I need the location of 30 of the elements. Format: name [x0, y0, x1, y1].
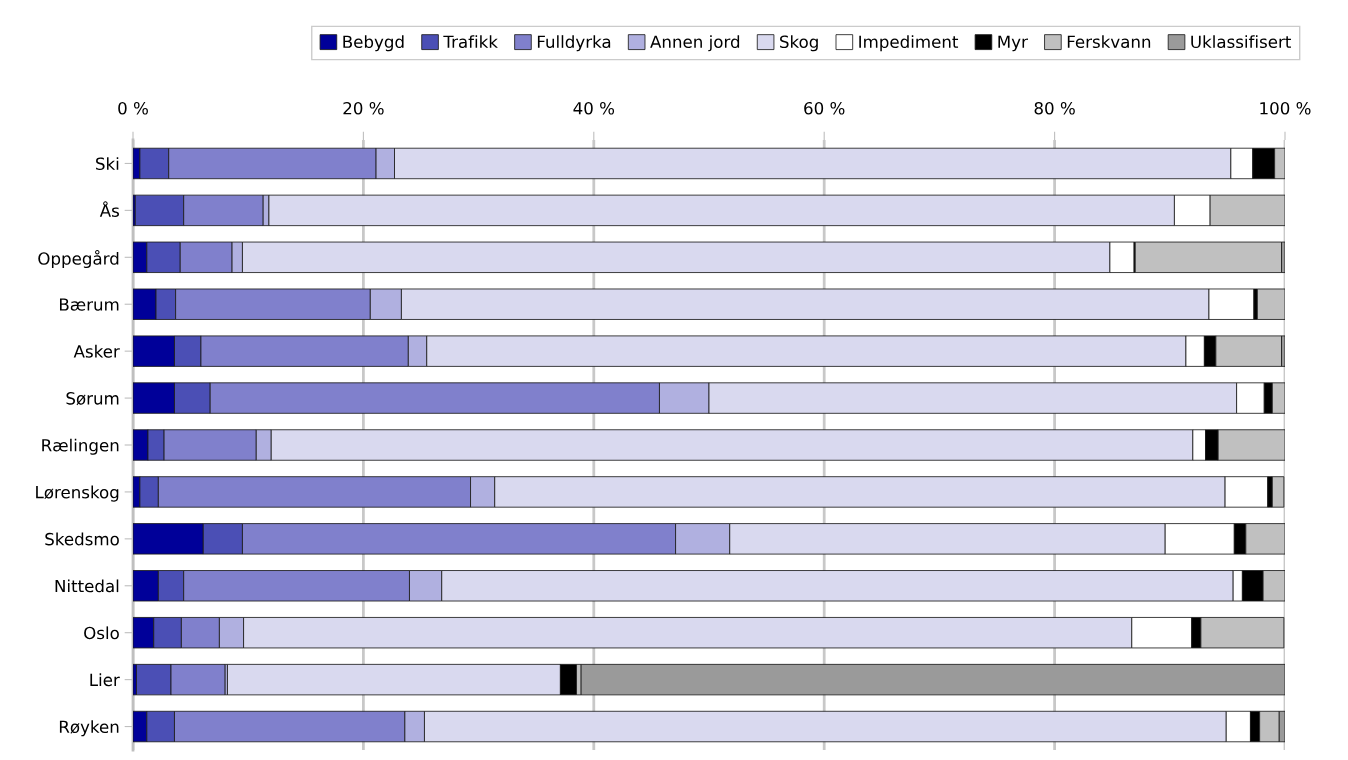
bar: [1134, 241, 1282, 273]
y-tick-label: Ski: [96, 157, 119, 171]
legend-label: Myr: [998, 35, 1028, 52]
x-tick-label: 40 %: [573, 101, 615, 115]
y-tick-label: Sørum: [66, 392, 119, 406]
y-tick-label: Ås: [99, 201, 119, 217]
y-tick-label: Rælingen: [42, 438, 119, 455]
y-tick-label: Bærum: [59, 298, 119, 311]
legend-label: Annen jord: [650, 35, 740, 52]
x-tick-label: 0 %: [118, 101, 148, 115]
legend-label: Impediment: [859, 35, 959, 52]
x-tick-label: 100 %: [1260, 101, 1311, 115]
y-tick-label: Røyken: [59, 720, 119, 737]
y-tick-label: Skedsmo: [45, 532, 119, 546]
y-tick-label: Nittedal: [55, 579, 119, 593]
y-tick-label: Oppegård: [38, 249, 119, 269]
legend-label: Skog: [780, 35, 818, 52]
y-tick-label: Lier: [90, 673, 120, 687]
y-tick-label: Asker: [73, 344, 120, 358]
x-tick-label: 80 %: [1034, 101, 1075, 115]
x-tick-label: 20 %: [343, 101, 384, 115]
y-tick-label: Lørenskog: [36, 485, 119, 502]
legend-label: Uklassifisert: [1191, 35, 1291, 49]
legend-label: Trafikk: [443, 35, 498, 49]
y-tick-label: Oslo: [84, 626, 119, 640]
legend-label: Fulldyrka: [537, 35, 611, 52]
legend-label: Bebygd: [343, 35, 404, 52]
bar: [580, 663, 1285, 696]
legend-label: Ferskvann: [1067, 35, 1151, 49]
x-tick-label: 60 %: [804, 101, 845, 115]
